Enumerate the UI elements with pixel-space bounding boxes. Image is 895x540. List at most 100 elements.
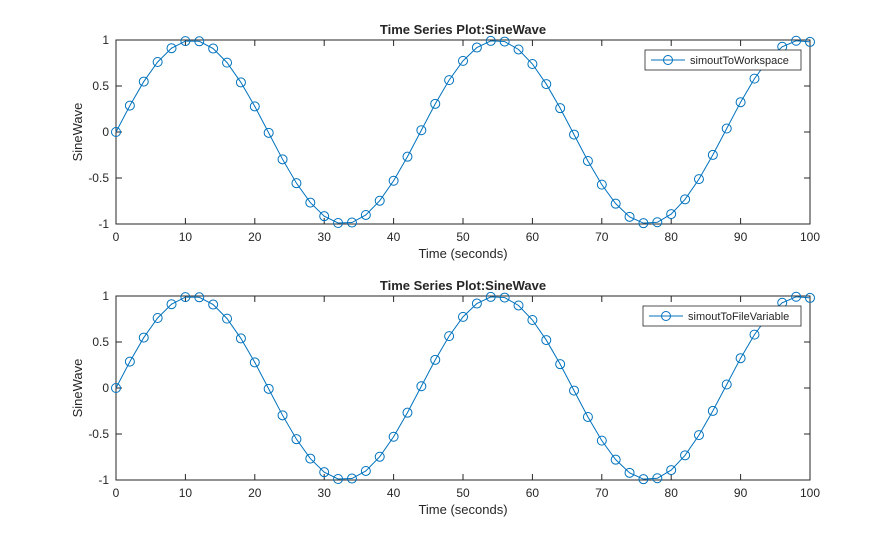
data-point	[610, 198, 621, 209]
legend-marker	[663, 55, 673, 65]
data-point	[180, 36, 191, 47]
x-tick-label: 0	[113, 486, 120, 500]
data-point	[346, 473, 357, 484]
data-point	[180, 292, 191, 303]
data-point	[152, 312, 163, 323]
x-tick-label: 100	[800, 230, 820, 244]
data-point	[805, 36, 815, 47]
data-point	[541, 79, 552, 90]
x-tick-label: 50	[456, 486, 470, 500]
data-point	[346, 217, 357, 228]
data-point	[374, 451, 385, 462]
y-tick-label: -0.5	[88, 427, 109, 441]
data-point	[485, 291, 496, 302]
x-tick-label: 70	[595, 486, 609, 500]
data-point	[485, 35, 496, 46]
y-tick-labels: -1 -0.5 0 0.5 1	[88, 289, 109, 487]
y-tick-label: 0.5	[92, 79, 109, 93]
y-tick-label: 1	[102, 289, 109, 303]
legend: simoutToFileVariable	[642, 305, 802, 327]
x-tick-label: 40	[387, 486, 401, 500]
tick-marks	[115, 295, 811, 481]
data-point	[582, 155, 593, 166]
x-tick-label: 20	[248, 486, 262, 500]
legend-label: simoutToFileVariable	[688, 311, 789, 323]
data-point	[471, 42, 482, 53]
legend-marker	[661, 311, 671, 321]
data-point	[458, 55, 468, 66]
data-point	[277, 154, 288, 165]
x-tick-label: 70	[595, 230, 609, 244]
x-tick-label: 10	[179, 486, 193, 500]
data-point	[194, 292, 205, 303]
data-point	[319, 467, 330, 478]
legend-box	[642, 305, 802, 327]
data-point	[194, 36, 205, 47]
data-point	[249, 101, 260, 112]
data-point	[471, 298, 482, 309]
x-tick-label: 90	[734, 486, 748, 500]
y-tick-label: 0	[102, 125, 109, 139]
data-point	[333, 217, 344, 228]
y-axis-label: SineWave	[70, 359, 85, 418]
series-line	[115, 40, 811, 224]
x-tick-label: 0	[113, 230, 120, 244]
data-point	[124, 356, 135, 367]
data-point	[721, 123, 732, 134]
data-point	[569, 385, 580, 396]
legend-box	[644, 49, 802, 71]
data-point	[805, 292, 815, 303]
data-point	[666, 209, 677, 220]
data-point	[638, 474, 649, 485]
x-tick-label: 20	[248, 230, 262, 244]
data-point	[610, 454, 621, 465]
x-tick-label: 30	[318, 486, 332, 500]
data-point	[166, 43, 177, 54]
data-point	[166, 299, 177, 310]
y-tick-label: -1	[98, 217, 109, 231]
data-point	[693, 430, 704, 441]
tick-marks	[115, 39, 811, 225]
data-point	[402, 407, 413, 418]
y-tick-label: 1	[102, 33, 109, 47]
data-point	[721, 379, 732, 390]
data-point	[277, 410, 288, 421]
series-group	[111, 35, 815, 229]
data-point	[680, 194, 691, 205]
data-point	[222, 57, 233, 68]
data-point	[249, 357, 260, 368]
data-point	[430, 354, 441, 365]
data-point	[624, 467, 635, 478]
data-point	[388, 431, 399, 442]
data-point	[263, 127, 274, 138]
data-point	[527, 59, 538, 70]
data-point	[416, 125, 427, 136]
data-point	[458, 311, 468, 322]
data-point	[791, 291, 802, 302]
x-tick-label: 90	[734, 230, 748, 244]
data-point	[499, 36, 510, 47]
chart-top: Time Series Plot:SineWave 0 10 20 30 40 50 60 7…	[70, 22, 820, 261]
y-tick-label: -0.5	[88, 171, 109, 185]
legend-label: simoutToWorkspace	[690, 55, 789, 67]
data-point	[596, 435, 607, 446]
data-point	[416, 381, 427, 392]
data-point	[138, 332, 149, 343]
data-point	[388, 175, 399, 186]
data-point	[360, 465, 371, 476]
data-point	[402, 151, 413, 162]
data-point	[624, 211, 635, 222]
data-point	[333, 473, 344, 484]
data-point	[555, 103, 566, 114]
x-tick-label: 40	[387, 230, 401, 244]
data-point	[693, 174, 704, 185]
x-tick-label: 80	[665, 230, 679, 244]
data-point	[291, 434, 302, 445]
data-point	[749, 73, 760, 84]
data-point	[638, 218, 649, 229]
data-point	[222, 313, 233, 324]
data-point	[527, 315, 538, 326]
x-axis-label: Time (seconds)	[418, 246, 507, 261]
chart-title: Time Series Plot:SineWave	[380, 22, 546, 37]
